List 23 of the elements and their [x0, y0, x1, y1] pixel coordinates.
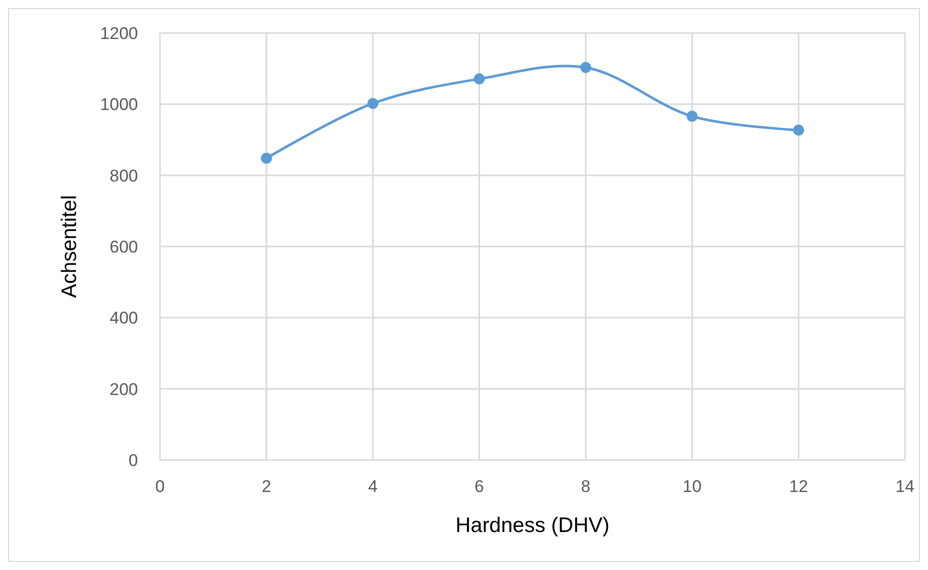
y-tick-label: 1200: [100, 24, 138, 43]
y-tick-label: 400: [110, 308, 138, 328]
y-tick-label: 1000: [100, 95, 138, 114]
point: [474, 73, 485, 84]
y-tick-label: 0: [128, 450, 138, 470]
x-tick-label: 10: [682, 477, 702, 496]
x-tick-label: 4: [368, 477, 378, 496]
x-tick-label: 8: [580, 477, 590, 496]
y-axis-title: Achsentitel: [58, 195, 81, 298]
y-tick-label: 800: [110, 166, 138, 186]
x-tick-label: 12: [789, 477, 808, 496]
x-axis-title: Hardness (DHV): [455, 514, 610, 537]
point: [686, 110, 698, 122]
x-tick-label: 0: [155, 477, 165, 496]
point: [367, 98, 378, 109]
x-tick-label: 6: [474, 477, 484, 496]
y-tick-label: 600: [110, 237, 138, 256]
point: [260, 152, 272, 164]
x-tick-label: 2: [262, 477, 272, 496]
point: [580, 62, 592, 74]
point: [793, 124, 804, 136]
x-tick-label: 14: [896, 477, 914, 496]
y-tick-label: 200: [110, 380, 138, 399]
